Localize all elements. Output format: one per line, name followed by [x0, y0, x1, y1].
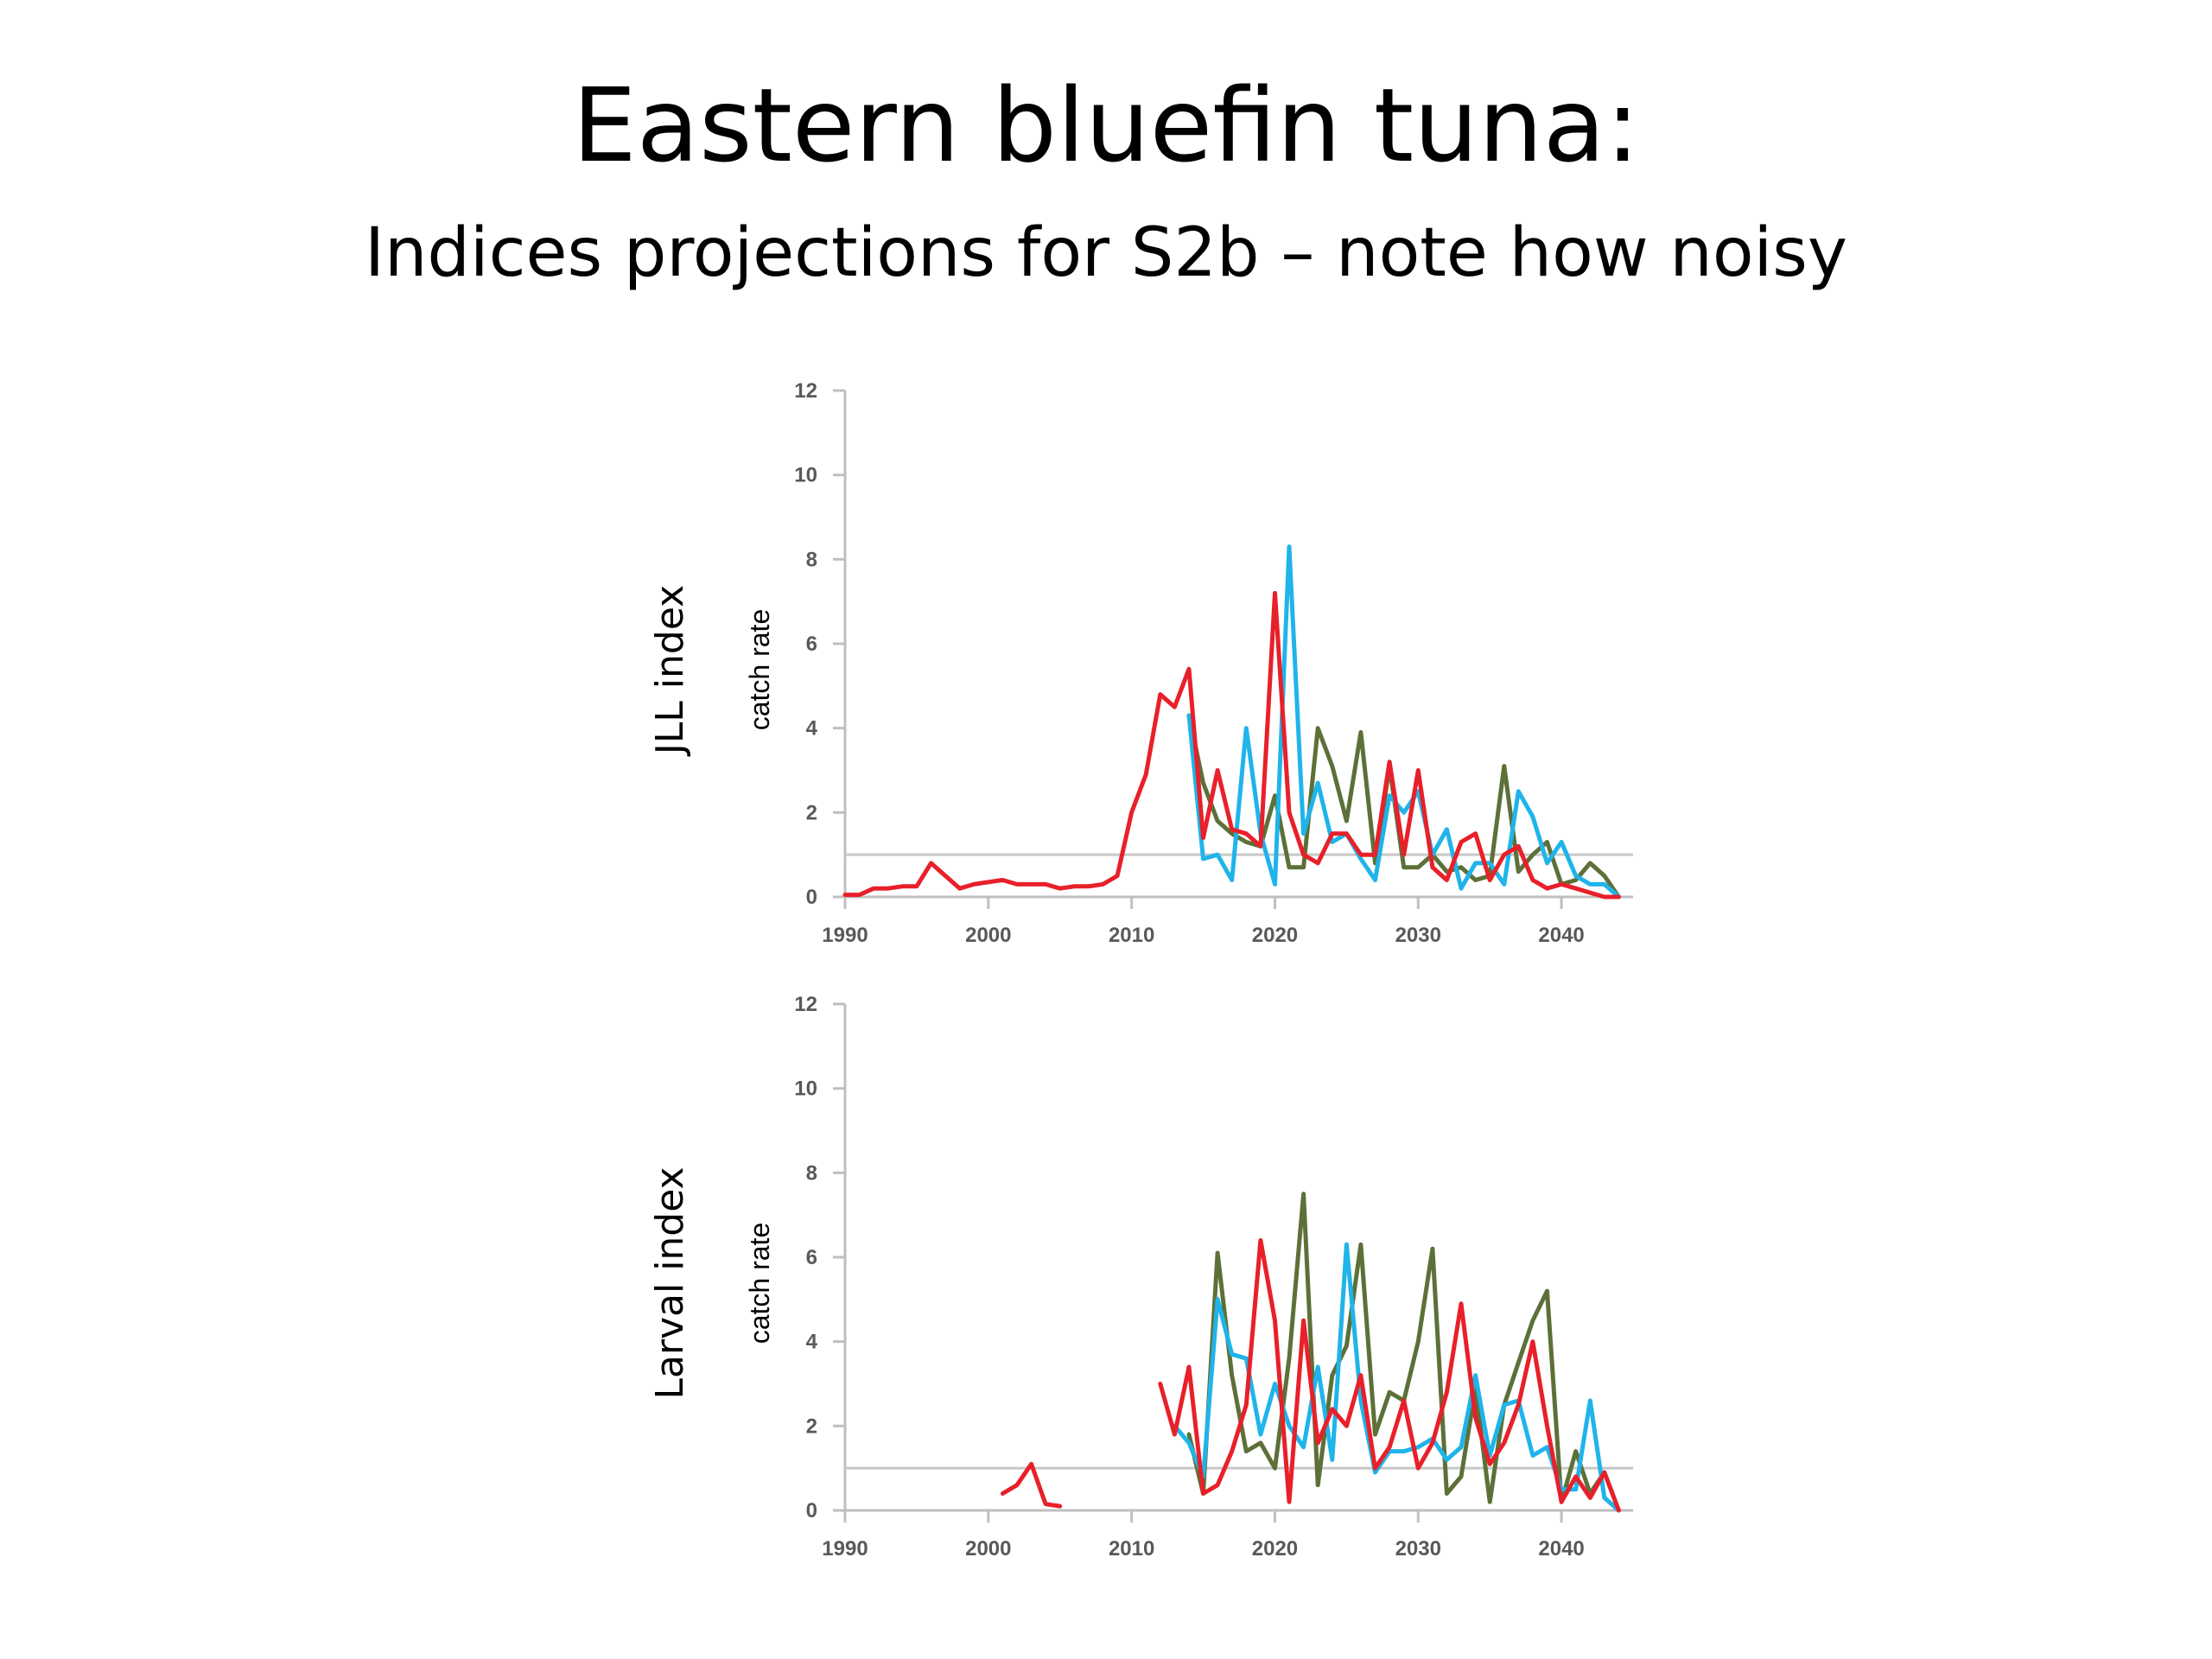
y-tick-label: 0 [806, 886, 817, 909]
panel-label: Larval index [648, 1166, 692, 1399]
y-tick-label: 8 [806, 548, 817, 571]
x-tick-label: 2030 [1395, 1537, 1441, 1560]
slide-title: Eastern bluefin tuna: [572, 66, 1640, 185]
y-tick-label: 12 [794, 379, 817, 403]
x-tick-label: 2010 [1109, 924, 1154, 947]
y-axis-label: catch rate [744, 609, 775, 731]
y-axis-label: catch rate [744, 1223, 775, 1344]
series-line-red [1158, 1238, 1621, 1513]
x-tick-label: 2030 [1395, 924, 1441, 947]
larval-index-chart: 0 2 4 6 8 10 12 1990 2000 2010 2020 2030 2040 catch r… [648, 993, 1633, 1560]
y-tick-label: 10 [794, 1077, 817, 1101]
y-tick-label: 6 [806, 1246, 817, 1269]
x-tick-label: 2000 [965, 1537, 1011, 1560]
y-tick-label: 0 [806, 1499, 817, 1522]
x-tick-label: 1990 [822, 1537, 868, 1560]
x-tick-label: 2020 [1252, 1537, 1298, 1560]
x-tick-label: 2020 [1252, 924, 1298, 947]
y-tick-label: 2 [806, 1414, 817, 1438]
y-tick-label: 12 [794, 993, 817, 1016]
series-line-red [842, 590, 1621, 899]
x-tick-label: 2040 [1538, 1537, 1584, 1560]
x-tick-label: 1990 [822, 924, 868, 947]
y-tick-label: 2 [806, 801, 817, 824]
y-tick-label: 6 [806, 632, 817, 656]
y-tick-label: 8 [806, 1161, 817, 1185]
slide-subtitle: Indices projections for S2b – note how n… [364, 214, 1848, 292]
y-tick-label: 4 [806, 1331, 818, 1354]
x-tick-label: 2040 [1538, 924, 1584, 947]
x-tick-label: 2010 [1109, 1537, 1154, 1560]
y-tick-label: 10 [794, 464, 817, 487]
series-line-red [1000, 1461, 1063, 1509]
jll-index-chart: 0 2 4 6 8 10 12 1990 2000 2010 2020 2030 2040 catch r… [648, 379, 1633, 947]
series-line-green [1186, 713, 1621, 899]
y-tick-label: 4 [806, 717, 818, 741]
panel-label: JLL index [648, 585, 692, 757]
x-tick-label: 2000 [965, 924, 1011, 947]
